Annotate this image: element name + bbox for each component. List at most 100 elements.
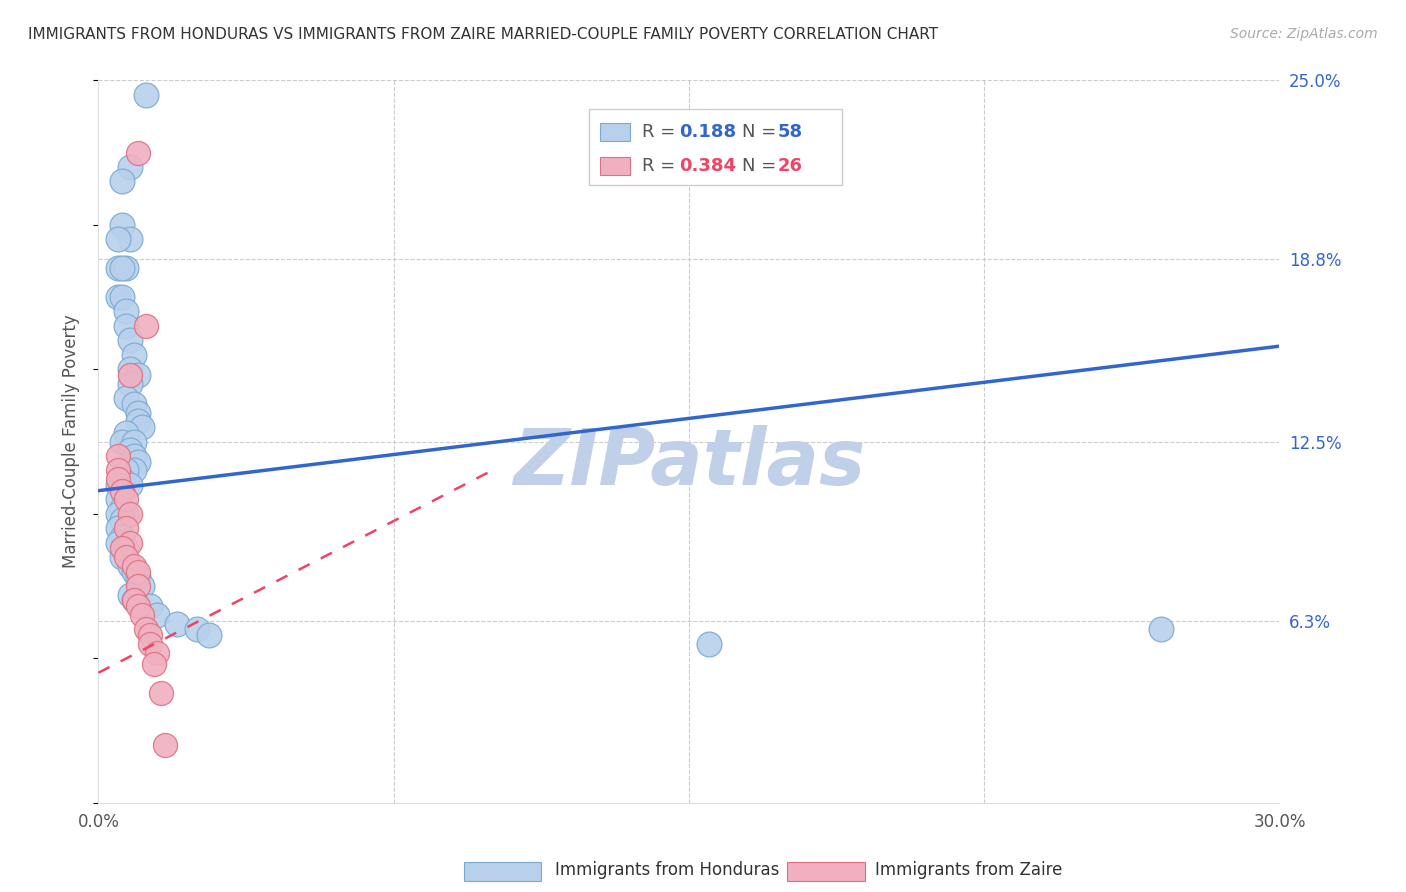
Bar xyxy=(589,109,842,185)
Point xyxy=(122,558,145,573)
Point xyxy=(115,304,138,318)
Point xyxy=(122,565,145,579)
Bar xyxy=(600,157,630,175)
Point xyxy=(118,334,141,348)
Point xyxy=(107,478,129,492)
Point xyxy=(111,290,134,304)
Point xyxy=(118,160,141,174)
Point xyxy=(135,318,157,333)
Point xyxy=(111,530,134,544)
Text: 26: 26 xyxy=(778,157,803,175)
Point xyxy=(118,232,141,246)
Point xyxy=(107,290,129,304)
Point xyxy=(138,599,160,614)
Point xyxy=(111,483,134,498)
Point xyxy=(127,414,149,428)
Point xyxy=(107,472,129,486)
Bar xyxy=(600,122,630,141)
Point xyxy=(131,420,153,434)
Point xyxy=(111,174,134,188)
Point xyxy=(697,637,720,651)
Point xyxy=(186,623,208,637)
Point xyxy=(107,535,129,549)
Point xyxy=(107,449,129,463)
Point xyxy=(118,368,141,382)
Text: R =: R = xyxy=(641,157,681,175)
Point xyxy=(111,512,134,526)
Point xyxy=(118,507,141,521)
Point xyxy=(150,686,173,700)
Point xyxy=(107,463,129,477)
Point xyxy=(1150,623,1173,637)
Point xyxy=(127,455,149,469)
Point xyxy=(107,232,129,246)
Point xyxy=(127,406,149,420)
Text: Immigrants from Zaire: Immigrants from Zaire xyxy=(875,861,1062,879)
Point xyxy=(118,558,141,573)
Point xyxy=(122,348,145,362)
Point xyxy=(118,443,141,458)
Point xyxy=(115,318,138,333)
Point xyxy=(122,434,145,449)
Point xyxy=(122,449,145,463)
Point xyxy=(115,261,138,276)
Point xyxy=(111,541,134,556)
Point xyxy=(118,588,141,602)
Point xyxy=(115,521,138,535)
Point xyxy=(111,550,134,565)
Point xyxy=(131,607,153,622)
Point xyxy=(138,628,160,642)
Point xyxy=(127,579,149,593)
Text: Source: ZipAtlas.com: Source: ZipAtlas.com xyxy=(1230,27,1378,41)
Text: Immigrants from Honduras: Immigrants from Honduras xyxy=(555,861,780,879)
Point xyxy=(155,738,177,752)
Text: 0.384: 0.384 xyxy=(679,157,737,175)
Point xyxy=(111,483,134,498)
Text: 0.188: 0.188 xyxy=(679,123,737,141)
Point xyxy=(111,261,134,276)
Point xyxy=(138,637,160,651)
Point xyxy=(115,425,138,440)
Point xyxy=(115,550,138,565)
Point xyxy=(118,362,141,376)
Point xyxy=(107,492,129,507)
Point xyxy=(111,434,134,449)
Point xyxy=(127,368,149,382)
Point xyxy=(115,391,138,405)
Point xyxy=(127,145,149,160)
Point xyxy=(135,623,157,637)
Point xyxy=(122,593,145,607)
Point xyxy=(115,492,138,507)
Point xyxy=(118,376,141,391)
Point xyxy=(142,657,165,671)
Text: ZIPatlas: ZIPatlas xyxy=(513,425,865,501)
Point xyxy=(127,599,149,614)
Point xyxy=(122,463,145,477)
Point xyxy=(122,397,145,411)
Point xyxy=(107,261,129,276)
Text: R =: R = xyxy=(641,123,681,141)
Point xyxy=(127,565,149,579)
Point xyxy=(111,472,134,486)
Point xyxy=(197,628,219,642)
Point xyxy=(115,507,138,521)
Point xyxy=(131,579,153,593)
Point xyxy=(111,218,134,232)
Point xyxy=(107,507,129,521)
Text: 58: 58 xyxy=(778,123,803,141)
Point xyxy=(118,478,141,492)
Text: N =: N = xyxy=(742,123,782,141)
Y-axis label: Married-Couple Family Poverty: Married-Couple Family Poverty xyxy=(62,315,80,568)
Point xyxy=(146,646,169,660)
Text: IMMIGRANTS FROM HONDURAS VS IMMIGRANTS FROM ZAIRE MARRIED-COUPLE FAMILY POVERTY : IMMIGRANTS FROM HONDURAS VS IMMIGRANTS F… xyxy=(28,27,938,42)
Point xyxy=(135,87,157,102)
Point xyxy=(107,521,129,535)
Point xyxy=(166,616,188,631)
Point xyxy=(111,501,134,516)
Point xyxy=(115,541,138,556)
Text: N =: N = xyxy=(742,157,782,175)
Point xyxy=(118,535,141,549)
Point xyxy=(115,463,138,477)
Point xyxy=(122,593,145,607)
Point xyxy=(146,607,169,622)
